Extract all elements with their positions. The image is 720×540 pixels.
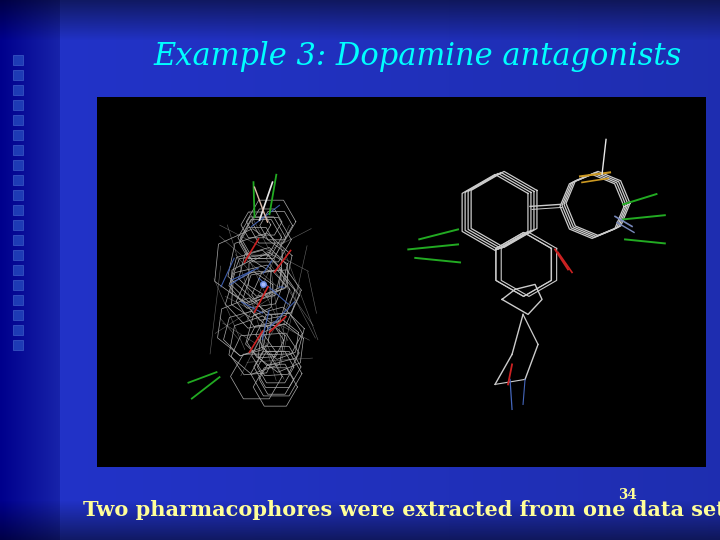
Bar (13, 130, 23, 140)
Text: Two pharmacophores were extracted from one data set!: Two pharmacophores were extracted from o… (83, 500, 720, 521)
Bar (13, 205, 23, 215)
Bar (13, 55, 23, 65)
Bar (13, 100, 23, 110)
Bar (13, 295, 23, 305)
Bar (13, 280, 23, 290)
Bar (13, 220, 23, 230)
Bar (13, 310, 23, 320)
Bar (97, 97, 706, 467)
Bar (13, 145, 23, 155)
Bar (13, 250, 23, 260)
Text: 34: 34 (618, 488, 636, 502)
Bar (13, 175, 23, 185)
Bar (13, 325, 23, 335)
Text: Example 3: Dopamine antagonists: Example 3: Dopamine antagonists (153, 41, 682, 72)
Bar (13, 70, 23, 80)
Bar (13, 265, 23, 275)
Bar (13, 340, 23, 350)
Bar (13, 115, 23, 125)
Bar (13, 85, 23, 95)
Bar (13, 160, 23, 170)
Bar (13, 235, 23, 245)
Bar (13, 190, 23, 200)
